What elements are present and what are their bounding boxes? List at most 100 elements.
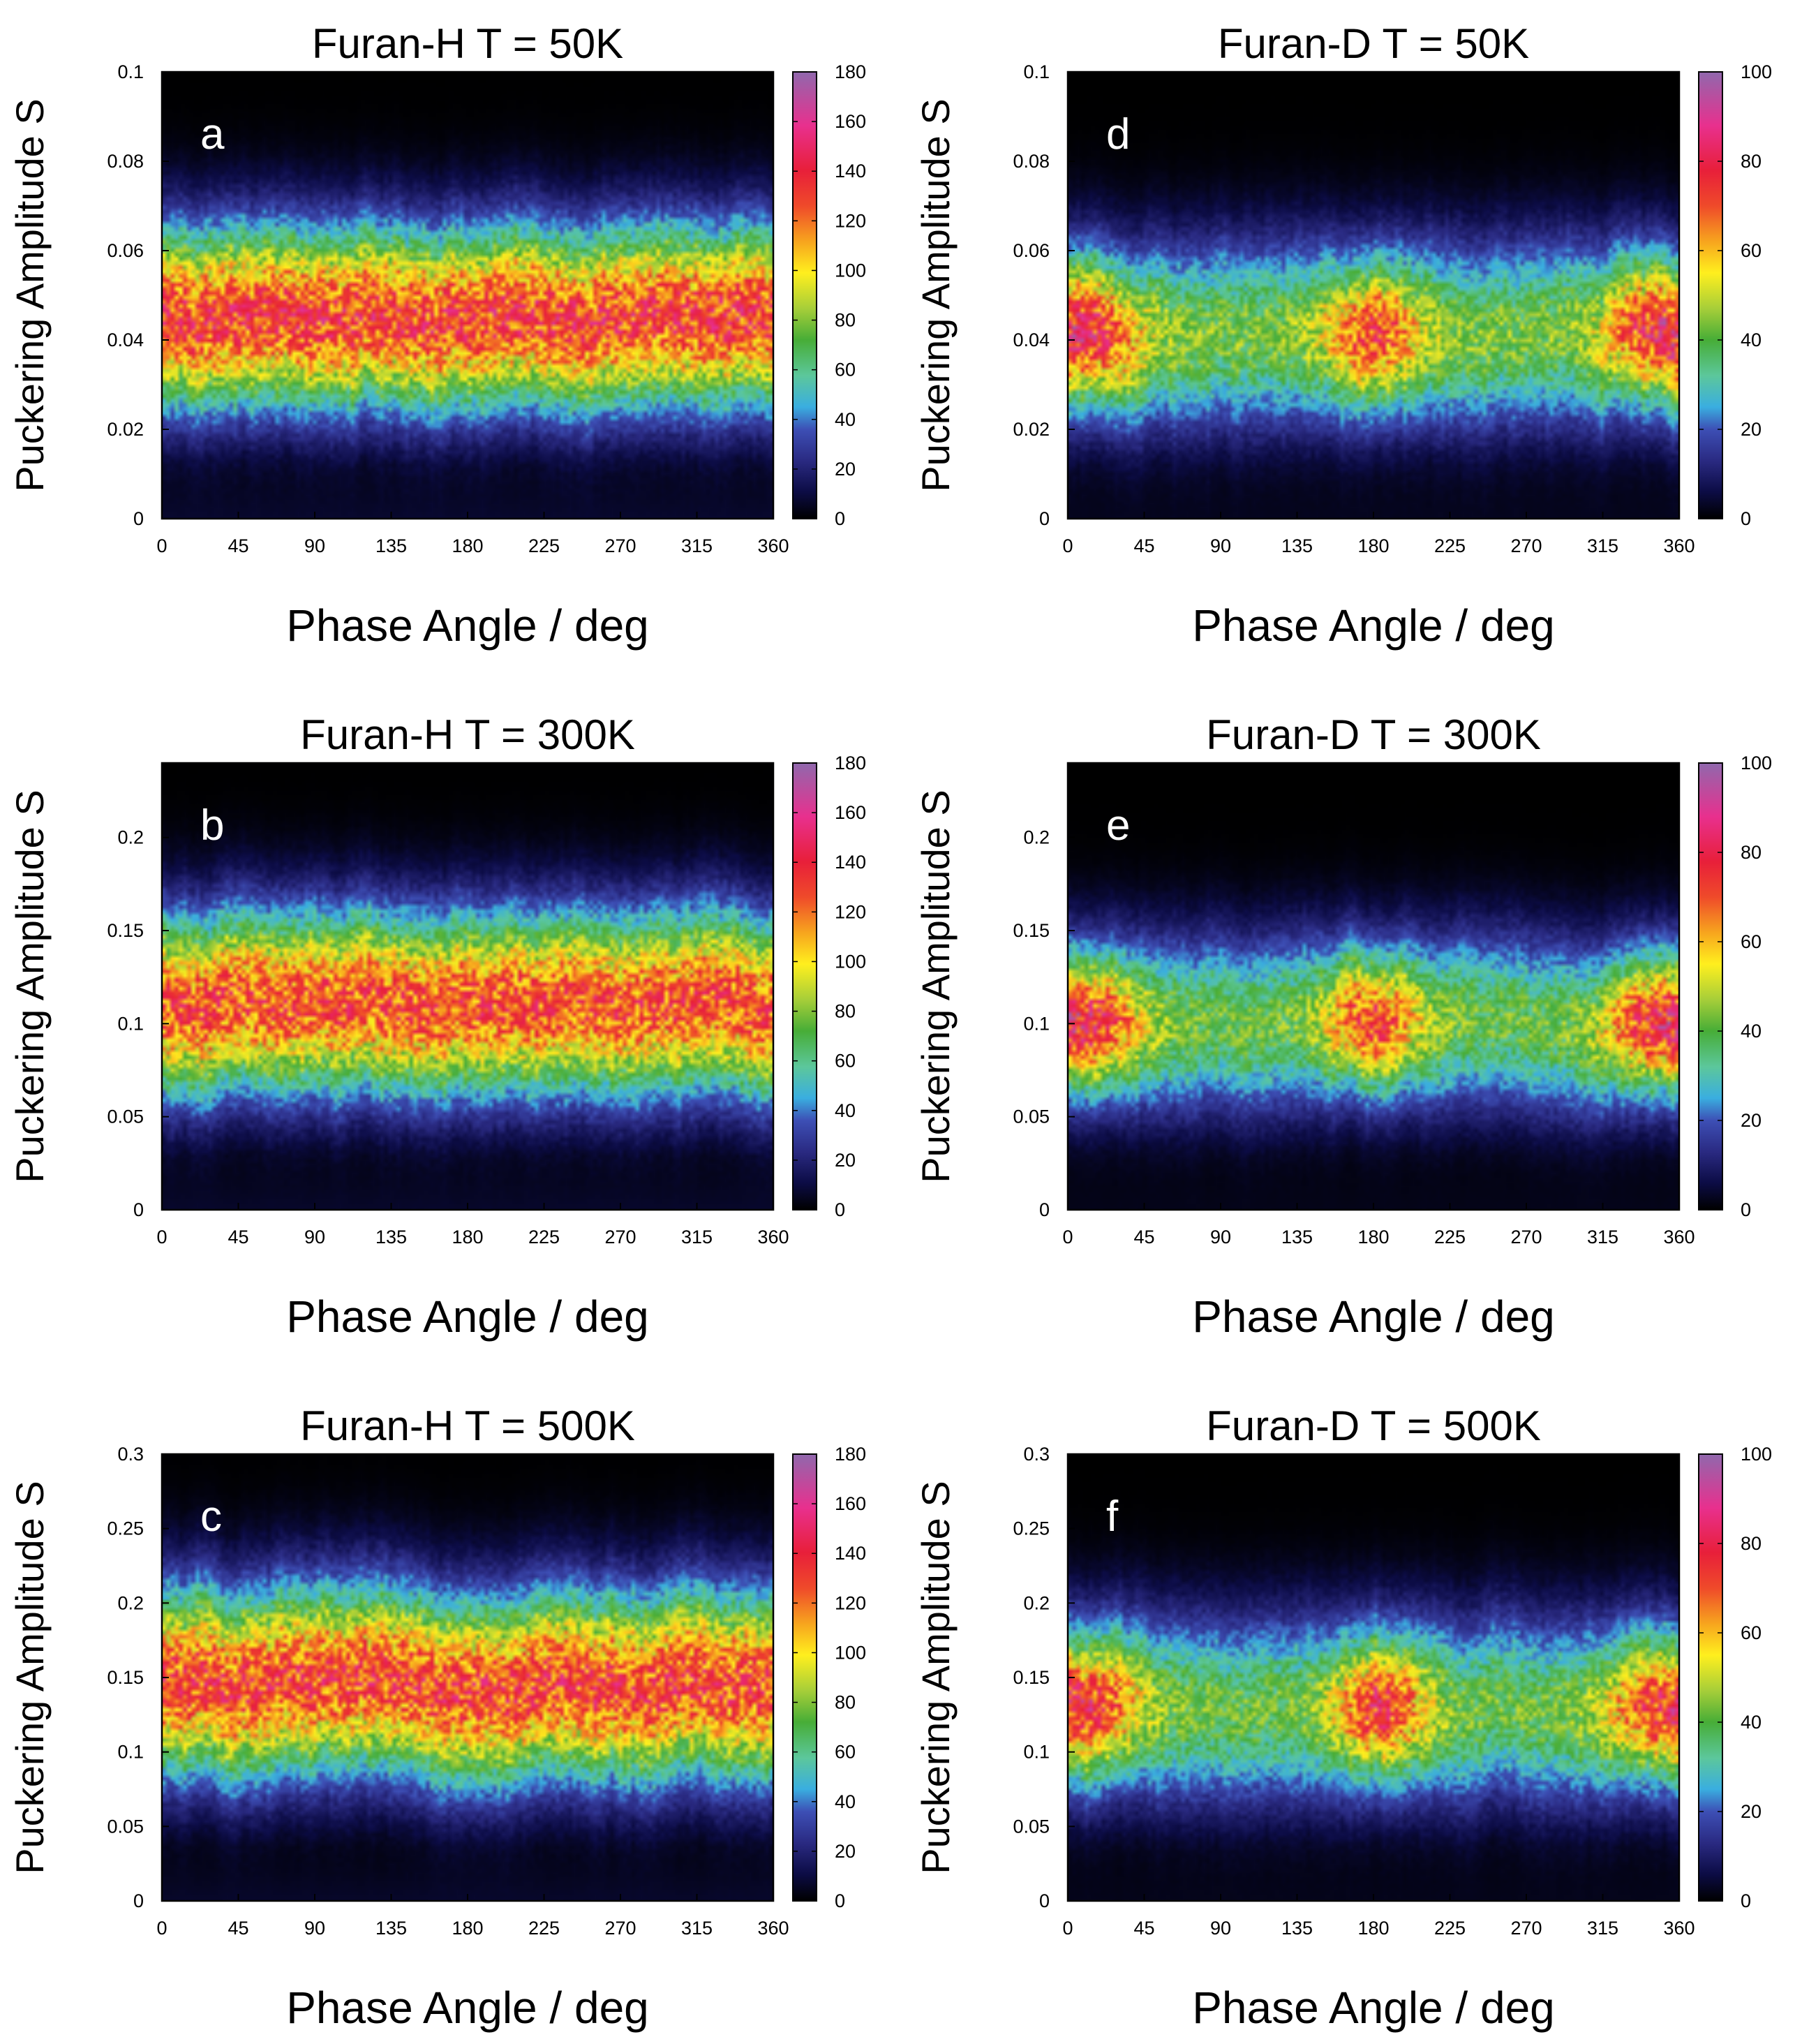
chart-title: Furan-D T = 50K <box>1218 20 1529 67</box>
colorbar-tick-label: 0 <box>835 1199 845 1220</box>
colorbar-tick-label: 180 <box>835 753 866 773</box>
x-tick-label: 315 <box>681 535 713 556</box>
colorbar-tick-label: 20 <box>835 1841 856 1862</box>
x-tick-label: 90 <box>1210 1918 1231 1939</box>
y-axis-label: Puckering Amplitude S <box>8 98 52 491</box>
x-tick-label: 225 <box>1434 535 1466 556</box>
colorbar-tick-label: 20 <box>1741 1801 1762 1822</box>
colorbar-tick-label: 60 <box>835 360 856 380</box>
y-tick-label: 0.08 <box>107 151 144 172</box>
colorbar-tick-label: 40 <box>835 1100 856 1121</box>
colorbar-tick-label: 80 <box>835 1692 856 1713</box>
x-tick-label: 225 <box>1434 1918 1466 1939</box>
x-axis-label: Phase Angle / deg <box>1192 1983 1555 2033</box>
x-tick-label: 90 <box>304 1918 325 1939</box>
colorbar-tick-label: 80 <box>835 1001 856 1022</box>
colorbar-tick-label: 80 <box>835 310 856 331</box>
x-tick-label: 315 <box>681 1918 713 1939</box>
colorbar-tick-label: 60 <box>835 1051 856 1072</box>
panel-letter: b <box>200 801 224 850</box>
panel-c: 0 45 90 135 180 225 270 315 360 0 0.05 0.1 0.15 0.2 0.… <box>8 1402 866 2033</box>
x-tick-label: 225 <box>528 1918 560 1939</box>
chart-title: Furan-D T = 300K <box>1206 711 1541 758</box>
x-tick-label: 360 <box>1663 1227 1695 1247</box>
colorbar-tick-label: 40 <box>1741 329 1762 350</box>
x-tick-label: 135 <box>1281 1918 1313 1939</box>
x-tick-label: 45 <box>228 535 248 556</box>
heatmap-f <box>1068 1454 1679 1901</box>
x-tick-label: 315 <box>1587 1918 1618 1939</box>
x-tick-label: 135 <box>1281 535 1313 556</box>
y-tick-label: 0.1 <box>1023 1013 1050 1034</box>
x-tick-label: 360 <box>757 535 789 556</box>
y-tick-label: 0.1 <box>117 1742 144 1763</box>
x-tick-label: 180 <box>452 1227 483 1247</box>
x-tick-label: 45 <box>228 1918 248 1939</box>
x-tick-label: 45 <box>1133 1918 1154 1939</box>
y-tick-label: 0.1 <box>117 61 144 82</box>
y-tick-label: 0.02 <box>1013 419 1050 440</box>
panel-letter: e <box>1106 801 1130 850</box>
heatmap-a <box>162 72 773 519</box>
x-tick-label: 180 <box>1357 535 1389 556</box>
colorbar-tick-label: 80 <box>1741 842 1762 863</box>
y-tick-label: 0.04 <box>107 329 144 350</box>
x-axis-label: Phase Angle / deg <box>1192 600 1555 651</box>
colorbar-tick-label: 40 <box>1741 1021 1762 1042</box>
x-axis-label: Phase Angle / deg <box>286 1291 649 1342</box>
chart-title: Furan-D T = 500K <box>1206 1402 1541 1449</box>
colorbar <box>1698 71 1723 519</box>
x-tick-label: 180 <box>452 1918 483 1939</box>
x-tick-label: 45 <box>1133 535 1154 556</box>
x-tick-label: 270 <box>604 1227 636 1247</box>
colorbar-tick-label: 140 <box>835 852 866 873</box>
x-tick-label: 360 <box>1663 535 1695 556</box>
panel-letter: d <box>1106 110 1130 158</box>
heatmap-b <box>162 763 773 1210</box>
colorbar-tick-label: 60 <box>1741 1622 1762 1643</box>
x-tick-label: 0 <box>1062 535 1073 556</box>
y-tick-label: 0 <box>133 1890 144 1911</box>
x-tick-label: 0 <box>1062 1227 1073 1247</box>
y-tick-label: 0.06 <box>107 240 144 261</box>
colorbar-tick-label: 0 <box>1741 1199 1751 1220</box>
colorbar-tick-label: 100 <box>835 951 866 972</box>
y-tick-label: 0.05 <box>107 1106 144 1127</box>
x-tick-label: 360 <box>1663 1918 1695 1939</box>
colorbar-tick-label: 60 <box>1741 931 1762 952</box>
y-tick-label: 0.2 <box>117 1592 144 1613</box>
panel-a: 0 45 90 135 180 225 270 315 360 0 0.02 0.04 0.06 0.08… <box>8 20 866 651</box>
colorbar-tick-label: 160 <box>835 111 866 132</box>
y-tick-label: 0 <box>1039 1199 1050 1220</box>
y-tick-label: 0.05 <box>107 1816 144 1837</box>
colorbar-tick-label: 120 <box>835 1592 866 1613</box>
x-tick-label: 135 <box>375 1918 407 1939</box>
y-tick-label: 0.3 <box>117 1444 144 1465</box>
y-tick-label: 0.1 <box>1023 61 1050 82</box>
x-tick-label: 225 <box>1434 1227 1466 1247</box>
y-tick-label: 0.25 <box>1013 1518 1050 1539</box>
colorbar-tick-label: 140 <box>835 1543 866 1564</box>
colorbar-tick-label: 40 <box>835 409 856 430</box>
colorbar-tick-label: 180 <box>835 1444 866 1465</box>
y-tick-label: 0 <box>1039 508 1050 529</box>
colorbar-tick-label: 140 <box>835 161 866 182</box>
colorbar-tick-label: 20 <box>1741 419 1762 440</box>
x-tick-label: 135 <box>1281 1227 1313 1247</box>
colorbar-tick-label: 80 <box>1741 1533 1762 1554</box>
y-tick-label: 0.1 <box>1023 1742 1050 1763</box>
colorbar-tick-label: 20 <box>835 459 856 480</box>
colorbar-tick-label: 160 <box>835 1493 866 1514</box>
panel-d: 0 45 90 135 180 225 270 315 360 0 0.02 0.04 0.06 0.08… <box>914 20 1772 651</box>
colorbar-tick-label: 100 <box>835 1642 866 1663</box>
colorbar-tick-label: 0 <box>835 1890 845 1911</box>
heatmap-c <box>162 1454 773 1901</box>
x-tick-label: 90 <box>1210 535 1231 556</box>
colorbar-tick-label: 120 <box>835 210 866 231</box>
x-axis-label: Phase Angle / deg <box>286 600 649 651</box>
colorbar-tick-label: 160 <box>835 802 866 823</box>
y-tick-label: 0.15 <box>107 1667 144 1688</box>
panel-e: 0 45 90 135 180 225 270 315 360 0 0.05 0.1 0.15 0.2 Fu… <box>914 711 1772 1342</box>
y-tick-label: 0.2 <box>1023 827 1050 848</box>
